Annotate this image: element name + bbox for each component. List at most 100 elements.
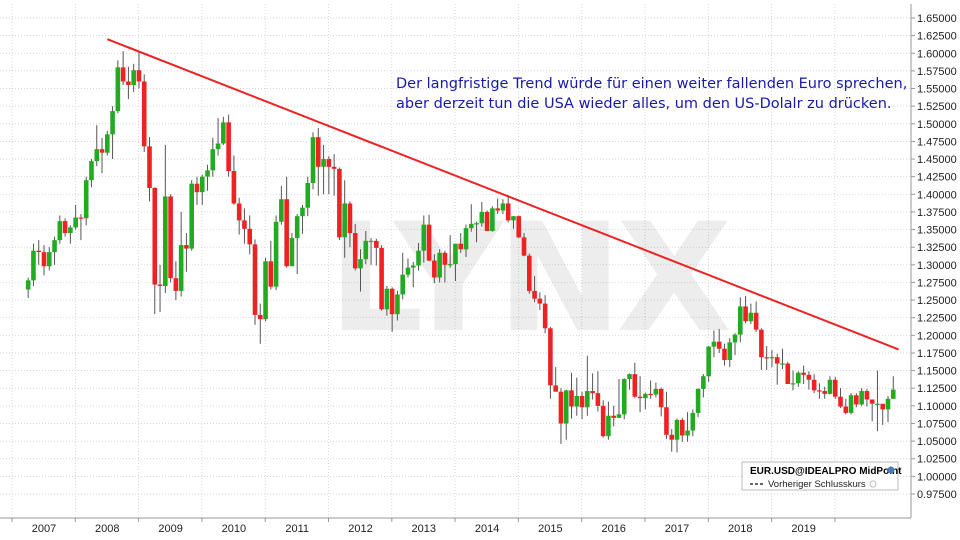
y-axis-ticks: 1.65000 1.62500 1.60000 1.57500 1.55000 1.525… <box>911 13 957 501</box>
candle <box>600 400 606 438</box>
candle <box>611 405 616 427</box>
candle <box>843 398 849 415</box>
candle <box>199 174 205 205</box>
candle <box>78 214 84 241</box>
candle-body <box>236 203 242 221</box>
candle-body <box>157 284 163 286</box>
candle-body <box>679 419 685 436</box>
candle-body <box>268 261 274 287</box>
x-tick-label: 2009 <box>158 523 182 535</box>
candle-body <box>78 217 84 219</box>
candle-body <box>748 312 754 322</box>
candle <box>184 233 189 272</box>
candle-body <box>864 391 870 400</box>
candle-body <box>263 261 268 320</box>
candle <box>822 386 827 399</box>
y-tick-label: 1.62500 <box>917 31 957 43</box>
candle <box>110 106 115 160</box>
candle-body <box>168 196 173 279</box>
candle-body <box>184 245 189 249</box>
candle <box>189 180 194 251</box>
candle-body <box>46 252 52 267</box>
candle <box>289 233 295 267</box>
candle-body <box>880 403 886 410</box>
candle <box>585 355 590 416</box>
candle <box>310 132 316 190</box>
candle <box>558 388 564 444</box>
candle <box>774 353 780 385</box>
candle <box>669 429 675 452</box>
candle-body <box>36 250 42 253</box>
candle-body <box>363 240 369 260</box>
candle-body <box>516 216 522 238</box>
candle <box>242 208 247 244</box>
candle <box>796 371 801 387</box>
candle-body <box>796 372 801 384</box>
candle-body <box>832 379 838 397</box>
candle <box>379 245 384 311</box>
candle-body <box>801 372 806 375</box>
candle <box>363 230 369 265</box>
y-tick-label: 1.47500 <box>917 136 957 148</box>
candle-body <box>505 203 511 221</box>
candle-body <box>115 67 121 112</box>
candle-body <box>600 405 606 437</box>
candle-body <box>769 357 775 359</box>
candle-body <box>669 434 675 440</box>
candle-body <box>468 223 474 229</box>
candle <box>658 387 664 417</box>
candle <box>616 379 622 418</box>
candle-body <box>511 216 516 221</box>
y-tick-label: 1.40000 <box>917 189 957 201</box>
candle <box>46 247 52 271</box>
candle <box>173 261 179 301</box>
candle <box>859 388 864 406</box>
candle-body <box>848 395 854 413</box>
candle <box>389 287 395 332</box>
candle <box>374 238 379 266</box>
candle <box>832 376 838 399</box>
candle-body <box>126 81 131 85</box>
candle-body <box>674 419 680 440</box>
candle-body <box>606 415 611 437</box>
candle <box>484 210 490 231</box>
candle <box>511 216 516 229</box>
candle-body <box>321 159 326 167</box>
candle <box>426 214 432 262</box>
candle <box>247 215 253 255</box>
x-tick-label: 2014 <box>475 523 499 535</box>
candle-body <box>616 414 622 418</box>
candle-body <box>384 288 390 310</box>
candle-body <box>885 398 891 410</box>
candle-body <box>521 237 527 256</box>
lynx-watermark: LYNX <box>328 192 729 366</box>
x-tick-label: 2013 <box>412 523 436 535</box>
candle <box>885 395 891 423</box>
candle-body <box>716 341 722 349</box>
candle <box>711 330 717 358</box>
x-tick-label: 2017 <box>665 523 689 535</box>
candle-body <box>727 342 733 361</box>
candle <box>326 156 332 195</box>
candle <box>627 373 632 390</box>
candle-body <box>495 208 500 211</box>
candle <box>548 326 553 399</box>
candle <box>706 345 711 382</box>
candle-body <box>574 395 580 407</box>
candle-body <box>147 146 152 188</box>
y-tick-label: 1.25000 <box>917 295 957 307</box>
candle <box>300 204 305 234</box>
candle-body <box>632 374 638 397</box>
candle <box>738 297 743 343</box>
candle-body <box>25 280 31 290</box>
candle-body <box>869 399 875 404</box>
candle <box>806 371 812 390</box>
candle <box>679 417 685 442</box>
candle <box>268 240 274 290</box>
candle-body <box>247 228 253 245</box>
candle <box>537 292 543 310</box>
candle <box>263 257 268 322</box>
candle <box>637 376 643 413</box>
candle-body <box>347 203 353 234</box>
